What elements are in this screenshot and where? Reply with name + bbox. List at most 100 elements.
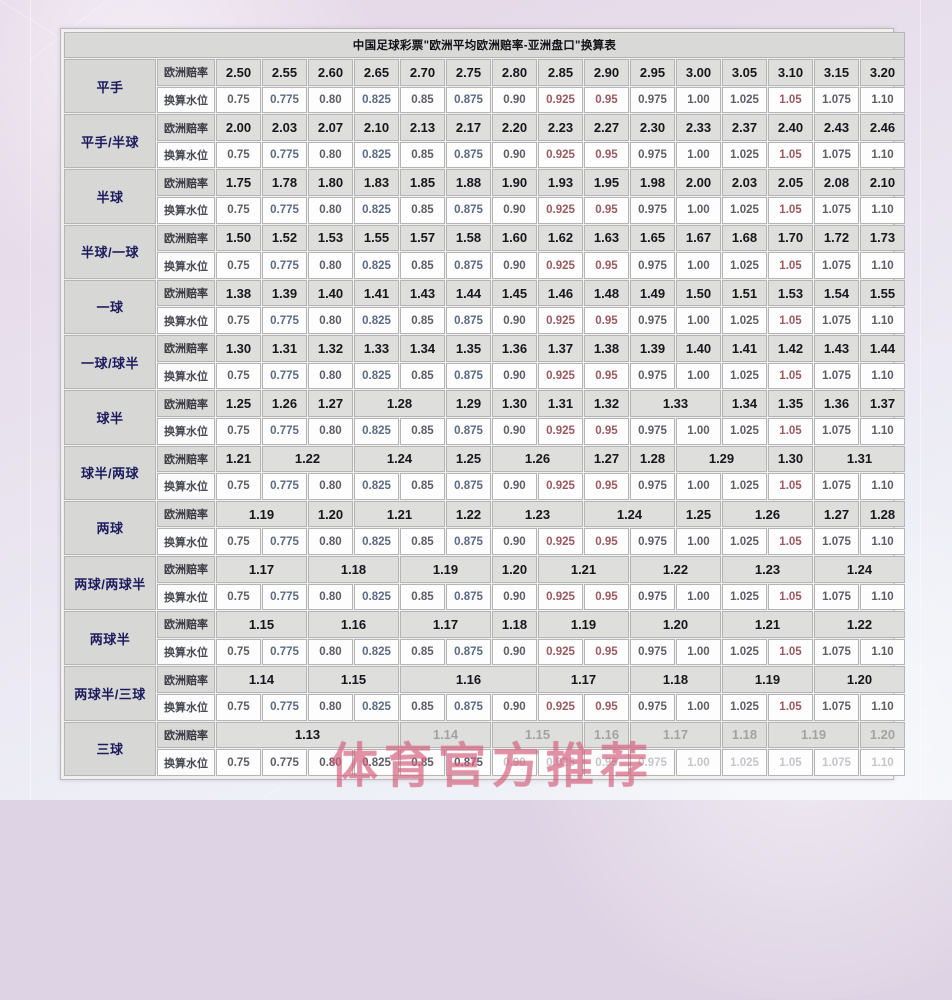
- water-cell: 1.025: [722, 418, 767, 445]
- odds-cell: 1.21: [722, 611, 813, 638]
- odds-cell: 1.41: [722, 335, 767, 362]
- odds-cell: 2.95: [630, 59, 675, 86]
- water-cell: 1.05: [768, 749, 813, 776]
- odds-cell: 2.37: [722, 114, 767, 141]
- odds-cell: 1.28: [354, 390, 445, 417]
- water-cell: 0.775: [262, 87, 307, 114]
- odds-cell: 1.13: [216, 722, 399, 749]
- odds-cell: 1.55: [354, 225, 399, 252]
- water-cell: 1.025: [722, 197, 767, 224]
- water-cell: 0.875: [446, 639, 491, 666]
- water-cell: 0.85: [400, 584, 445, 611]
- odds-cell: 2.65: [354, 59, 399, 86]
- water-cell: 0.80: [308, 528, 353, 555]
- odds-cell: 1.20: [630, 611, 721, 638]
- water-cell: 1.05: [768, 584, 813, 611]
- water-cell: 0.825: [354, 142, 399, 169]
- odds-cell: 2.75: [446, 59, 491, 86]
- odds-cell: 2.08: [814, 169, 859, 196]
- odds-cell: 1.21: [354, 501, 445, 528]
- handicap-label: 一球/球半: [64, 335, 156, 389]
- water-cell: 0.75: [216, 252, 261, 279]
- water-cell: 1.05: [768, 307, 813, 334]
- water-cell: 0.975: [630, 418, 675, 445]
- odds-cell: 2.13: [400, 114, 445, 141]
- water-cell: 0.75: [216, 307, 261, 334]
- handicap-label: 两球/两球半: [64, 556, 156, 610]
- water-cell: 0.85: [400, 749, 445, 776]
- odds-cell: 1.52: [262, 225, 307, 252]
- odds-cell: 1.42: [768, 335, 813, 362]
- water-cell: 0.975: [630, 473, 675, 500]
- water-cell: 0.95: [584, 307, 629, 334]
- odds-cell: 1.18: [722, 722, 767, 749]
- water-cell: 0.825: [354, 418, 399, 445]
- odds-cell: 1.26: [722, 501, 813, 528]
- row-type-label-water: 换算水位: [157, 307, 215, 334]
- odds-cell: 1.16: [400, 666, 537, 693]
- odds-cell: 1.27: [814, 501, 859, 528]
- water-cell: 1.075: [814, 87, 859, 114]
- water-cell: 0.925: [538, 87, 583, 114]
- water-cell: 0.90: [492, 639, 537, 666]
- water-cell: 0.875: [446, 418, 491, 445]
- odds-cell: 1.65: [630, 225, 675, 252]
- water-cell: 1.00: [676, 87, 721, 114]
- water-cell: 0.825: [354, 252, 399, 279]
- water-cell: 0.85: [400, 252, 445, 279]
- odds-cell: 1.33: [354, 335, 399, 362]
- odds-cell: 2.80: [492, 59, 537, 86]
- water-cell: 1.025: [722, 252, 767, 279]
- odds-cell: 1.38: [216, 280, 261, 307]
- odds-cell: 1.83: [354, 169, 399, 196]
- water-cell: 1.025: [722, 142, 767, 169]
- water-cell: 1.075: [814, 584, 859, 611]
- water-cell: 1.00: [676, 584, 721, 611]
- odds-cell: 2.43: [814, 114, 859, 141]
- odds-cell: 1.78: [262, 169, 307, 196]
- water-cell: 0.775: [262, 142, 307, 169]
- water-cell: 1.10: [860, 197, 905, 224]
- odds-cell: 1.27: [308, 390, 353, 417]
- water-cell: 1.025: [722, 528, 767, 555]
- odds-cell: 1.16: [584, 722, 629, 749]
- water-cell: 0.90: [492, 694, 537, 721]
- water-cell: 0.75: [216, 528, 261, 555]
- water-cell: 0.825: [354, 528, 399, 555]
- water-cell: 0.85: [400, 528, 445, 555]
- water-cell: 0.80: [308, 197, 353, 224]
- water-cell: 0.75: [216, 142, 261, 169]
- water-cell: 0.875: [446, 307, 491, 334]
- water-cell: 1.075: [814, 639, 859, 666]
- odds-cell: 2.03: [262, 114, 307, 141]
- water-cell: 0.95: [584, 639, 629, 666]
- odds-cell: 1.73: [860, 225, 905, 252]
- water-cell: 1.10: [860, 418, 905, 445]
- row-type-label-water: 换算水位: [157, 639, 215, 666]
- odds-cell: 1.50: [216, 225, 261, 252]
- odds-cell: 1.88: [446, 169, 491, 196]
- water-cell: 0.80: [308, 307, 353, 334]
- handicap-label: 球半/两球: [64, 446, 156, 500]
- odds-cell: 1.43: [400, 280, 445, 307]
- water-cell: 0.825: [354, 473, 399, 500]
- water-cell: 0.875: [446, 142, 491, 169]
- water-cell: 1.025: [722, 639, 767, 666]
- water-cell: 0.925: [538, 639, 583, 666]
- water-cell: 0.75: [216, 749, 261, 776]
- water-cell: 0.90: [492, 142, 537, 169]
- water-cell: 0.90: [492, 749, 537, 776]
- water-cell: 1.05: [768, 473, 813, 500]
- odds-cell: 1.24: [354, 446, 445, 473]
- odds-cell: 1.20: [308, 501, 353, 528]
- water-cell: 0.95: [584, 418, 629, 445]
- handicap-label: 一球: [64, 280, 156, 334]
- water-cell: 0.85: [400, 307, 445, 334]
- water-cell: 0.975: [630, 694, 675, 721]
- odds-cell: 1.17: [630, 722, 721, 749]
